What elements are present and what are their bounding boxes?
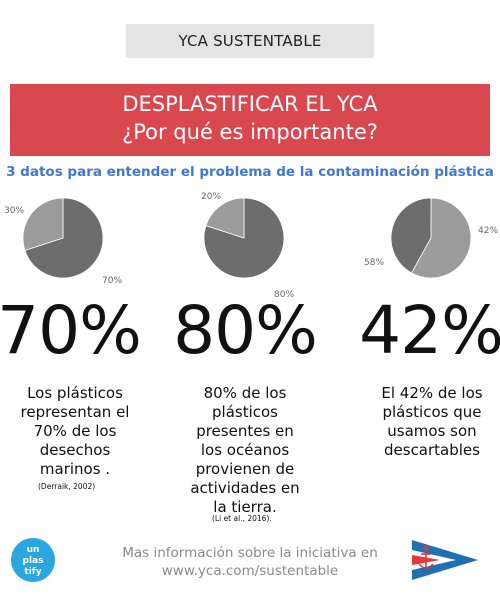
unplastify-logo: un plas tify: [11, 538, 55, 582]
logo-text-3: tify: [24, 567, 41, 577]
pie-3-main-label: 42%: [478, 226, 499, 236]
footer-url-link[interactable]: www.yca.com/sustentable: [161, 563, 339, 579]
banner-subtitle: ¿Por qué es importante?: [122, 120, 378, 144]
pie-3-other-label: 58%: [364, 258, 385, 268]
desc-line: los océanos: [200, 441, 290, 459]
title-banner: DESPLASTIFICAR EL YCA ¿Por qué es import…: [10, 84, 490, 156]
desc-line: representan el: [20, 403, 130, 421]
fact-1-citation: (Derraik, 2002): [38, 482, 96, 491]
yca-burgee-logo: [412, 540, 478, 580]
top-label: YCA SUSTENTABLE: [126, 24, 374, 58]
fact-2-description: 80% de los plásticos presentes en los oc…: [170, 384, 320, 517]
pie-slice-main: [390, 197, 432, 274]
desc-line: presentes en: [196, 422, 294, 440]
pie-1-main-label: 70%: [102, 276, 123, 286]
desc-line: desechos: [39, 441, 111, 459]
banner-title: DESPLASTIFICAR EL YCA: [122, 92, 378, 116]
big-percent-3: 42%: [359, 292, 500, 369]
desc-line: usamos son: [387, 422, 477, 440]
pie-2-other-label: 20%: [201, 192, 222, 202]
pie-2-main-label: 80%: [274, 290, 295, 300]
desc-line: la tierra.: [213, 498, 277, 516]
desc-line: El 42% de los: [381, 384, 483, 402]
pie-chart-3: [390, 197, 472, 279]
fact-1-description: Los plásticos representan el 70% de los …: [0, 384, 150, 479]
fact-3-description: El 42% de los plásticos que usamos son d…: [357, 384, 500, 460]
desc-line: provienen de: [195, 460, 295, 478]
desc-line: marinos .: [39, 460, 111, 478]
big-percent-1: 70%: [0, 292, 142, 369]
logo-text-2: plas: [23, 556, 44, 566]
pie-slice-other: [205, 197, 245, 239]
pie-slice-other: [22, 197, 64, 251]
section-subtitle: 3 datos para entender el problema de la …: [6, 164, 494, 180]
desc-line: plásticos que: [382, 403, 482, 421]
pie-chart-1: [22, 197, 104, 279]
pie-chart-2: [203, 197, 285, 279]
desc-line: descartables: [384, 441, 480, 459]
desc-line: Los plásticos: [27, 384, 123, 402]
footer-info-text: Mas información sobre la iniciativa en: [122, 545, 378, 561]
logo-circle: [11, 538, 55, 582]
desc-line: 70% de los: [33, 422, 117, 440]
fact-2-citation: (Li et al., 2016).: [212, 514, 272, 523]
pie-slice-main: [24, 197, 104, 279]
desc-line: 80% de los: [203, 384, 287, 402]
pie-slice-other: [411, 197, 472, 279]
pie-1-other-label: 30%: [4, 206, 25, 216]
logo-text-1: un: [27, 545, 40, 555]
desc-line: actividades en: [190, 479, 300, 497]
anchor-icon: [418, 545, 434, 569]
desc-line: plásticos: [212, 403, 278, 421]
big-percent-2: 80%: [173, 292, 318, 369]
